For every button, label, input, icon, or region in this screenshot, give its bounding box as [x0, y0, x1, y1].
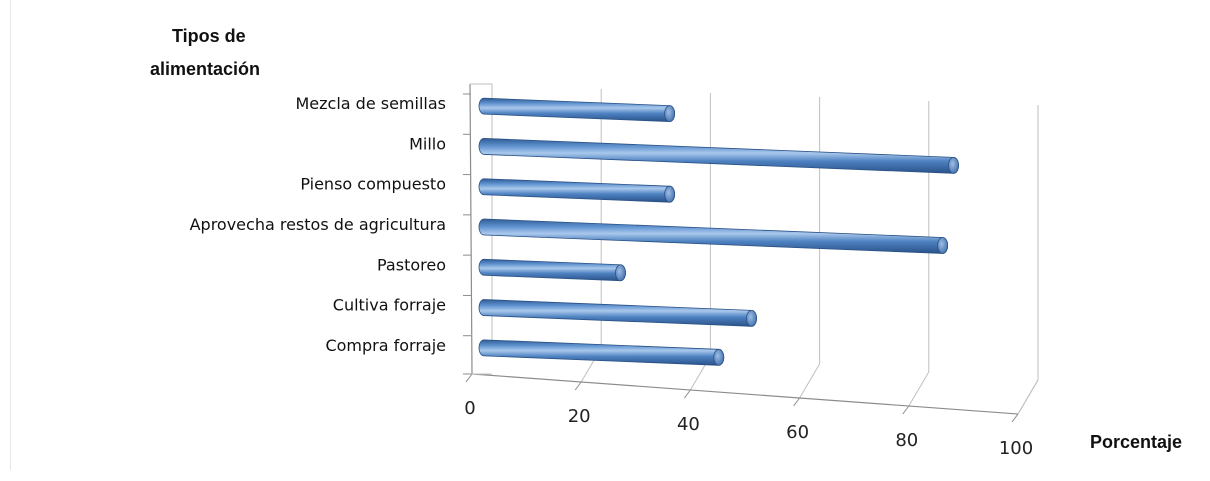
category-label: Aprovecha restos de agricultura [190, 215, 446, 234]
bar [478, 258, 626, 282]
x-gridline-floor [908, 371, 930, 407]
x-tick-mark [1011, 413, 1019, 423]
bar-body [478, 299, 757, 327]
x-tick-label: 100 [999, 438, 1033, 459]
bar [478, 138, 959, 174]
bar-end-cap [664, 185, 676, 203]
bar [478, 97, 676, 123]
x-tick-label: 40 [677, 414, 700, 435]
bar-body [478, 258, 626, 282]
x-tick-mark [574, 381, 582, 391]
x-axis-line [471, 373, 1019, 415]
bar-body [478, 218, 948, 254]
floor-right-edge [1017, 379, 1039, 415]
grid-layer [580, 89, 1039, 415]
x-tick-label: 80 [895, 430, 918, 451]
chart-title-line-2: alimentación [150, 59, 260, 79]
bar [478, 339, 725, 366]
bar-body [478, 97, 675, 123]
bar [478, 218, 949, 254]
category-label: Compra forraje [325, 336, 446, 355]
bar-end-cap [664, 105, 676, 123]
category-label: Millo [409, 134, 446, 153]
bar-body [478, 178, 675, 203]
category-label: Mezcla de semillas [295, 94, 446, 113]
x-tick-mark [684, 389, 691, 399]
x-gridline-floor [799, 363, 821, 399]
bar-end-cap [746, 309, 757, 327]
category-label: Pastoreo [377, 255, 446, 274]
category-label: Pienso compuesto [300, 175, 446, 194]
bar-end-cap [615, 264, 626, 282]
chart-title-line-1: Tipos de [172, 26, 246, 46]
bar-layer [478, 97, 959, 366]
category-label: Cultiva forraje [333, 296, 446, 315]
bar-body [478, 138, 959, 174]
x-tick-mark [465, 373, 473, 383]
y-axis-line [469, 83, 473, 375]
x-axis-label: Porcentaje [1090, 432, 1182, 452]
x-tick-label: 0 [464, 398, 475, 419]
x-tick-mark [793, 397, 800, 407]
x-tick-label: 20 [568, 406, 591, 427]
axis-layer [463, 83, 1039, 423]
bar-end-cap [948, 156, 959, 174]
bar [478, 299, 757, 327]
label-layer: 0 20 40 60 80 100 Mezcla de semillas Millo Piens… [190, 94, 1034, 459]
x-tick-mark [902, 405, 910, 415]
frame-edge-line [10, 0, 11, 470]
bar-end-cap [937, 237, 949, 254]
x-tick-label: 60 [786, 422, 809, 443]
bar-end-cap [713, 348, 725, 366]
bar [478, 178, 676, 203]
